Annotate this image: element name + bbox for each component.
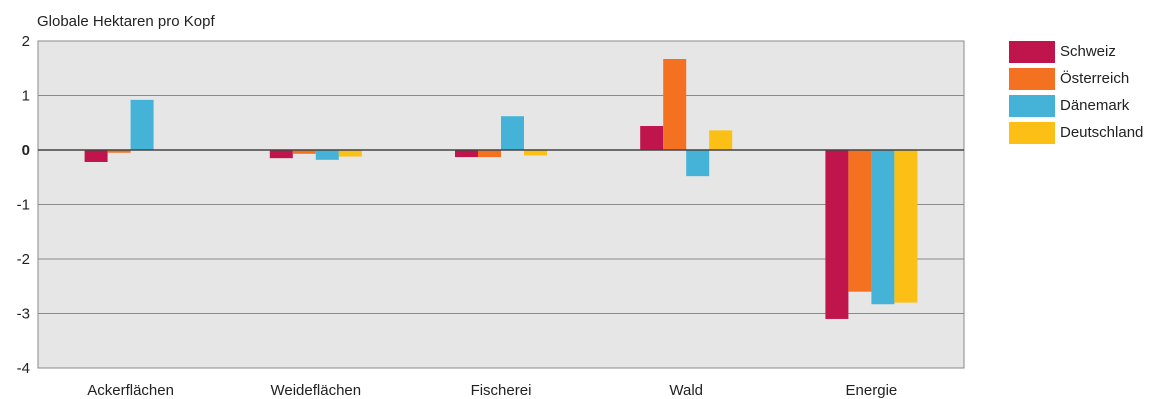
bar — [315, 150, 339, 160]
y-tick-label: -4 — [17, 360, 30, 377]
y-tick-label: -1 — [17, 197, 30, 214]
bar — [709, 130, 733, 150]
bar — [338, 150, 362, 157]
bar — [894, 150, 918, 303]
bar — [84, 150, 108, 162]
bar — [107, 150, 131, 153]
legend-label-oesterreich: Österreich — [1060, 70, 1130, 87]
legend-item-oesterreich: Österreich — [1009, 67, 1143, 90]
bar-chart: 2 1 0 -1 -2 -3 -4 Ackerflächen Weideflächen Fisch… — [17, 33, 965, 399]
bar — [269, 150, 293, 159]
legend-swatch-daenemark — [1009, 94, 1055, 117]
x-tick-label: Energie — [846, 382, 898, 399]
y-tick-label: 0 — [22, 142, 30, 159]
bar — [825, 150, 849, 319]
legend-swatch-oesterreich — [1009, 67, 1055, 90]
legend-label-deutschland: Deutschland — [1060, 124, 1144, 141]
bar — [292, 150, 316, 154]
legend-swatch-deutschland — [1009, 121, 1055, 144]
x-tick-label: Ackerflächen — [87, 382, 174, 399]
bar — [686, 150, 710, 177]
y-axis-title: Globale Hektaren pro Kopf — [37, 13, 215, 30]
bar — [455, 150, 478, 158]
x-tick-label: Weideflächen — [270, 382, 361, 399]
legend: Schweiz Österreich Dänemark Deutschland — [1009, 40, 1143, 148]
bar — [524, 150, 547, 156]
legend-item-schweiz: Schweiz — [1009, 40, 1143, 63]
bar — [478, 150, 501, 158]
bar — [871, 150, 895, 305]
y-tick-label: 2 — [22, 33, 30, 50]
y-tick-label: -3 — [17, 306, 30, 323]
x-tick-label: Fischerei — [471, 382, 532, 399]
y-tick-label: 1 — [22, 88, 30, 105]
bar — [640, 126, 664, 150]
bar — [130, 99, 154, 150]
legend-label-daenemark: Dänemark — [1060, 97, 1130, 114]
x-tick-label: Wald — [669, 382, 703, 399]
legend-label-schweiz: Schweiz — [1060, 43, 1116, 60]
legend-swatch-schweiz — [1009, 40, 1055, 63]
bar — [663, 58, 687, 150]
legend-item-daenemark: Dänemark — [1009, 94, 1143, 117]
legend-item-deutschland: Deutschland — [1009, 121, 1143, 144]
bar — [848, 150, 872, 292]
y-tick-label: -2 — [17, 251, 30, 268]
bar — [501, 116, 524, 150]
